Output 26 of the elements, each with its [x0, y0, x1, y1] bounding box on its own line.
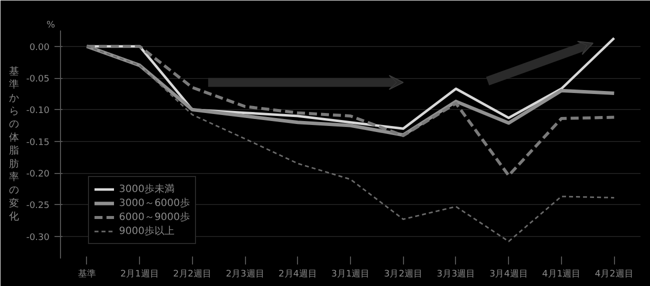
line-series: [86, 46, 615, 242]
y-tick-label: -0.05: [26, 74, 50, 84]
x-tick-label: 3月2週目: [384, 268, 422, 280]
legend-label: 6000～9000歩: [119, 210, 190, 224]
y-tick-label: 0.00: [29, 42, 50, 53]
legend-label: 9000歩以上: [119, 224, 174, 238]
y-tick-label: -0.30: [26, 232, 50, 243]
x-tick-label: 2月4週目: [278, 268, 317, 280]
x-tick-label: 2月1週目: [120, 268, 159, 280]
legend-label: 3000歩未満: [119, 182, 174, 196]
x-tick-label: 2月3週目: [226, 268, 264, 280]
x-tick-label: 3月3週目: [436, 268, 476, 280]
y-tick-label: -0.10: [26, 106, 50, 116]
y-tick-label: -0.25: [26, 201, 50, 212]
x-tick-label: 3月1週目: [331, 268, 370, 280]
legend-label: 3000～6000歩: [119, 196, 190, 210]
text: %: [46, 20, 56, 30]
text: 基準からの体脂肪率の変化: [9, 66, 20, 223]
y-tick-label: -0.20: [26, 170, 50, 180]
x-tick-label: 2月2週目: [173, 268, 212, 280]
x-tick-label: 3月4週目: [489, 268, 528, 280]
x-tick-label: 基準: [78, 268, 96, 280]
line-series: [85, 44, 616, 178]
x-tick-label: 4月1週目: [542, 268, 581, 280]
y-tick-label: -0.15: [26, 138, 50, 148]
x-tick-label: 4月2週目: [594, 268, 634, 280]
